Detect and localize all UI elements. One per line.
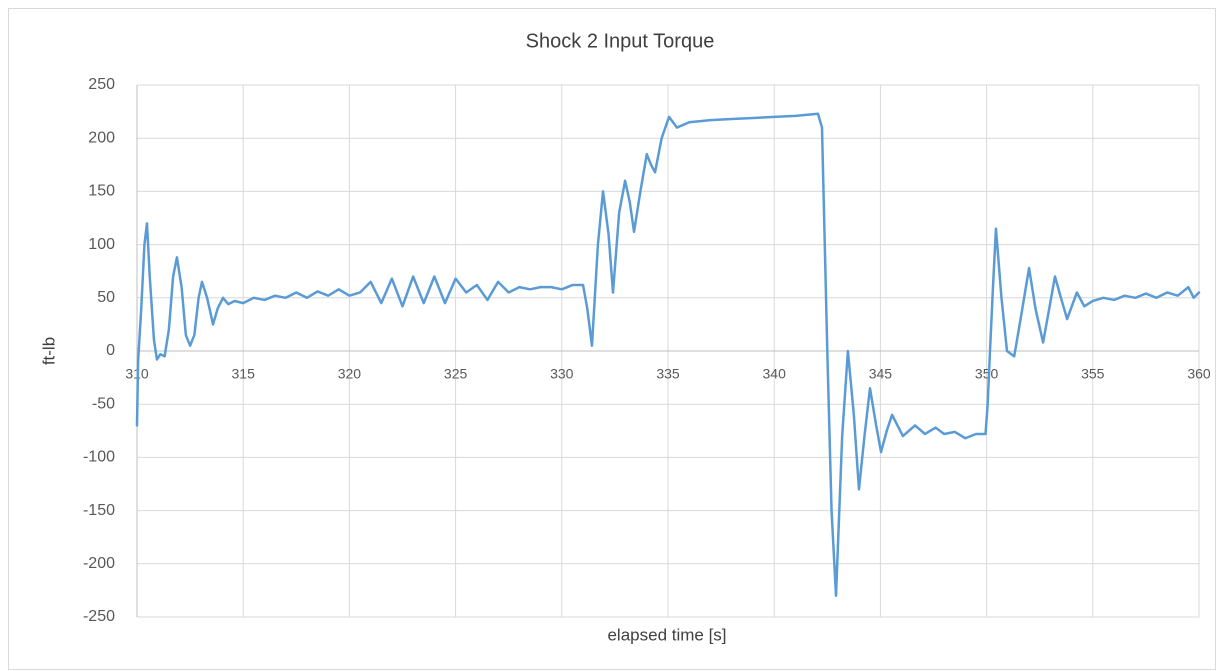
y-tick-label: -200: [83, 555, 115, 572]
y-tick-label: 200: [88, 129, 115, 146]
x-tick-label: 320: [338, 366, 362, 382]
x-tick-label: 330: [550, 366, 574, 382]
y-tick-label: -150: [83, 502, 115, 519]
x-tick-label: 315: [232, 366, 256, 382]
chart-border: [8, 8, 1216, 670]
y-tick-label: 100: [88, 236, 115, 253]
y-tick-label: 250: [88, 76, 115, 93]
y-tick-label: -250: [83, 608, 115, 625]
x-tick-label: 335: [656, 366, 680, 382]
y-tick-label: 50: [97, 289, 115, 306]
x-tick-label: 325: [444, 366, 468, 382]
x-tick-label: 345: [869, 366, 893, 382]
y-tick-label: 0: [106, 342, 115, 359]
x-tick-label: 360: [1187, 366, 1211, 382]
x-tick-label: 350: [975, 366, 999, 382]
x-tick-label: 355: [1081, 366, 1105, 382]
y-tick-label: -50: [92, 395, 115, 412]
chart-title: Shock 2 Input Torque: [526, 30, 715, 52]
y-tick-label: -100: [83, 449, 115, 466]
x-tick-label: 340: [763, 366, 787, 382]
plot: [135, 112, 1201, 597]
y-tick-label: 150: [88, 183, 115, 200]
y-axis-title: ft-lb: [39, 337, 58, 365]
data-line: [135, 112, 1201, 597]
x-axis-title: elapsed time [s]: [607, 625, 726, 644]
